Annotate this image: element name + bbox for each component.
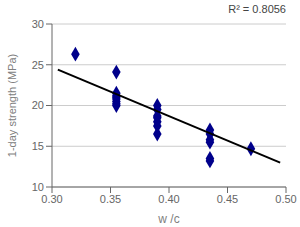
- svg-text:20: 20: [32, 99, 44, 111]
- svg-text:10: 10: [32, 181, 44, 193]
- svg-text:0.35: 0.35: [100, 193, 121, 205]
- svg-text:30: 30: [32, 18, 44, 30]
- svg-text:0.40: 0.40: [158, 193, 179, 205]
- svg-text:1-day strength (MPa): 1-day strength (MPa): [8, 54, 18, 157]
- svg-text:0.45: 0.45: [217, 193, 238, 205]
- svg-text:w /c: w /c: [157, 212, 179, 226]
- svg-text:15: 15: [32, 140, 44, 152]
- svg-text:0.30: 0.30: [41, 193, 62, 205]
- svg-text:0.50: 0.50: [275, 193, 292, 205]
- svg-text:25: 25: [32, 59, 44, 71]
- html-text:R² = 0.8056: R² = 0.8056: [228, 3, 286, 15]
